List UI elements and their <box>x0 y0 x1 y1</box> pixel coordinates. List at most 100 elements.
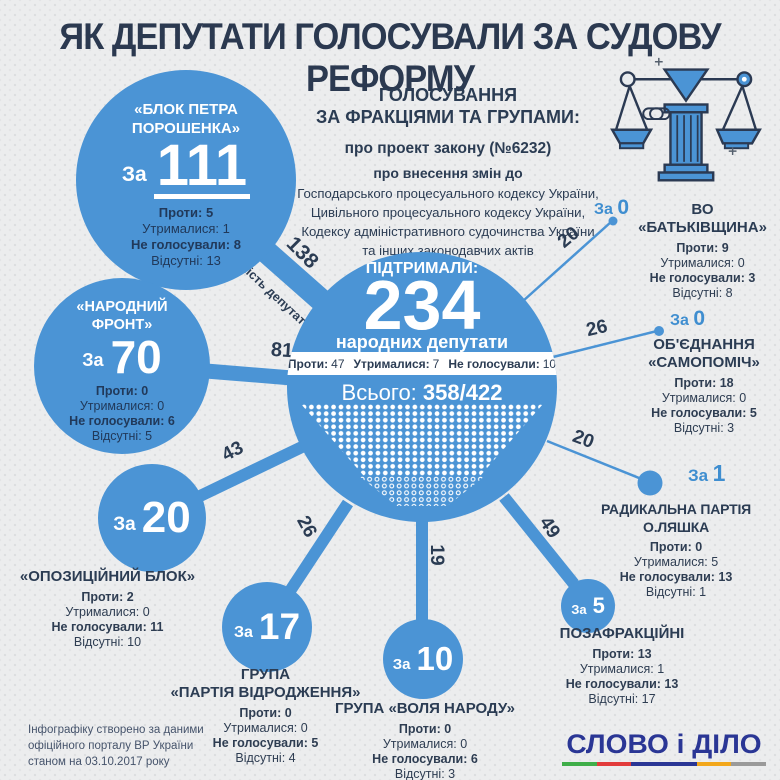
za-tag-batkivshchyna: За 0 <box>594 196 630 219</box>
stat-not-voted: Не голосували: 13 <box>619 570 733 584</box>
stat-not-voted: Не голосували: 6 <box>372 752 478 766</box>
line-members-volya: 19 <box>426 544 447 566</box>
faction-name: ОБ'ЄДНАННЯ «САМОПОМІЧ» <box>648 336 760 371</box>
stat-absent: Відсутні: 13 <box>151 253 221 268</box>
stat-absent: Відсутні: 4 <box>235 751 296 765</box>
bubble-vidrodzhennia: За 17 <box>222 582 312 672</box>
faction-block-vidrodzhennia: ГРУПА «ПАРТІЯ ВІДРОДЖЕННЯ» Проти: 0 Утри… <box>158 666 373 766</box>
stat-absent: Відсутні: 10 <box>73 635 142 649</box>
faction-name: РАДИКАЛЬНА ПАРТІЯ О.ЛЯШКА <box>600 501 752 535</box>
scales-of-justice-icon <box>610 57 762 182</box>
faction-stats: Проти: 18 Утрималися: 0 Не голосували: 5… <box>628 376 780 436</box>
stat-against: Проти: 0 <box>398 722 452 736</box>
faction-stats: Проти: 13 Утрималися: 1 Не голосували: 1… <box>537 647 707 707</box>
total-value: 358/422 <box>422 380 503 405</box>
stat-not-voted: Не голосували: 13 <box>565 677 679 691</box>
supported-label: ПІДТРИМАЛИ: <box>365 260 479 277</box>
faction-name: «ОПОЗИЦІЙНИЙ БЛОК» <box>19 568 196 585</box>
stat-against: Проти: 2 <box>81 590 134 604</box>
stat-not-voted: Не голосували: 5 <box>212 736 319 750</box>
intro-heading: ГОЛОСУВАННЯ ЗА ФРАКЦІЯМИ ТА ГРУПАМИ: <box>316 85 580 127</box>
stat-against: Проти: 9 <box>676 241 729 255</box>
line-members-samopomich: 26 <box>584 315 610 342</box>
page-title: ЯК ДЕПУТАТИ ГОЛОСУВАЛИ ЗА СУДОВУ РЕФОРМУ <box>59 16 721 99</box>
stat-against: Проти: 0 <box>649 540 703 554</box>
za-votes: За 111 <box>76 137 296 199</box>
center-abstained-value: 7 <box>432 356 440 371</box>
total-line: Всього: 358/422 <box>287 380 557 406</box>
faction-block-volya: ГРУПА «ВОЛЯ НАРОДУ» Проти: 0 Утрималися:… <box>330 700 520 780</box>
stat-abstained: Утрималися: 0 <box>661 391 747 405</box>
faction-stats: Проти: 9 Утрималися: 0 Не голосували: 3 … <box>625 241 780 301</box>
intro-block: ГОЛОСУВАННЯ ЗА ФРАКЦІЯМИ ТА ГРУПАМИ: про… <box>295 84 601 260</box>
faction-block-samopomich: ОБ'ЄДНАННЯ «САМОПОМІЧ» Проти: 18 Утримал… <box>628 336 780 436</box>
batkivshchyna-endpoint-dot <box>608 216 618 226</box>
bubble-pozafraktsiini: За 5 <box>561 579 615 633</box>
stat-absent: Відсутні: 3 <box>673 421 735 435</box>
stat-not-voted: Не голосували: 8 <box>131 237 241 252</box>
stat-abstained: Утрималися: 0 <box>65 605 150 619</box>
supported-value: 234 <box>363 266 481 344</box>
stat-abstained: Утрималися: 0 <box>660 256 745 270</box>
stat-not-voted: Не голосували: 3 <box>649 271 756 285</box>
center-against-value: 47 <box>331 356 345 371</box>
stat-against: Проти: 18 <box>674 376 734 390</box>
radical-party-endpoint-dot <box>637 470 663 496</box>
bubble-total-supported: ПІДТРИМАЛИ: 234 народних депутати Проти:… <box>287 252 557 522</box>
stat-absent: Відсутні: 5 <box>91 429 153 443</box>
supported-unit: народних депутати <box>335 332 509 352</box>
stat-absent: Відсутні: 3 <box>394 767 456 780</box>
faction-block-radical: РАДИКАЛЬНА ПАРТІЯ О.ЛЯШКА Проти: 0 Утрим… <box>572 500 780 600</box>
center-against-label: Проти: <box>287 356 329 371</box>
faction-stats: Проти: 0 Утрималися: 0 Не голосували: 6 … <box>330 722 520 780</box>
stat-not-voted: Не голосували: 5 <box>651 406 757 420</box>
bill-amendment-line: про внесення змін до <box>373 165 523 181</box>
bill-reference: про проект закону (№6232) <box>344 140 552 157</box>
za-tag-radical: За 1 <box>688 460 726 486</box>
stat-absent: Відсутні: 1 <box>645 585 707 599</box>
faction-stats: Проти: 0 Утрималися: 0 Не голосували: 6 … <box>34 384 210 444</box>
stat-abstained: Утрималися: 0 <box>79 399 165 413</box>
samopomich-endpoint-dot <box>654 326 664 336</box>
faction-name: «БЛОК ПЕТРА ПОРОШЕНКА» <box>131 101 241 137</box>
source-credit: Інфографіку створено за даними офіційног… <box>28 724 204 768</box>
stat-absent: Відсутні: 17 <box>588 692 656 706</box>
bubble-volya: За 10 <box>383 619 463 699</box>
faction-stats: Проти: 2 Утрималися: 0 Не голосували: 11… <box>15 590 200 650</box>
stat-abstained: Утрималися: 1 <box>579 662 665 676</box>
faction-block-opoblok: «ОПОЗИЦІЙНИЙ БЛОК» Проти: 2 Утрималися: … <box>15 568 200 650</box>
center-not-voted-value: 10 <box>542 356 557 371</box>
stat-against: Проти: 5 <box>158 205 214 220</box>
bubble-nf: «НАРОДНИЙ ФРОНТ» За 70 Проти: 0 Утримали… <box>34 278 210 454</box>
za-tag-samopomich: За 0 <box>670 307 706 330</box>
stat-against: Проти: 0 <box>95 384 149 398</box>
faction-name: «НАРОДНИЙ ФРОНТ» <box>76 299 168 333</box>
stat-not-voted: Не голосували: 6 <box>69 414 175 428</box>
faction-name: ВО «БАТЬКІВЩИНА» <box>638 201 767 236</box>
faction-stats: Проти: 0 Утрималися: 5 Не голосували: 13… <box>572 540 780 600</box>
stat-abstained: Утрималися: 0 <box>382 737 468 751</box>
faction-stats: Проти: 0 Утрималися: 0 Не голосували: 5 … <box>158 706 373 766</box>
stat-against: Проти: 13 <box>592 647 652 661</box>
stat-absent: Відсутні: 8 <box>672 286 733 300</box>
faction-block-pozafraktsiini: ПОЗАФРАКЦІЙНІ Проти: 13 Утрималися: 1 Не… <box>537 625 707 707</box>
bubble-bpp: «БЛОК ПЕТРА ПОРОШЕНКА» За 111 Проти: 5 У… <box>76 70 296 290</box>
total-label: Всього: <box>341 380 417 405</box>
logo-color-bar <box>562 762 766 766</box>
stat-abstained: Утрималися: 0 <box>223 721 308 735</box>
deputies-dot-matrix-present <box>301 404 543 476</box>
center-abstained-label: Утрималися: <box>353 356 430 371</box>
deputies-dot-matrix-absent <box>359 476 485 506</box>
za-votes: За 70 <box>82 331 162 383</box>
stat-abstained: Утрималися: 5 <box>633 555 719 569</box>
slovo-i-dilo-logo: СЛОВО і ДІЛО <box>562 729 766 766</box>
bill-codes-list: Господарського процесуального кодексу Ук… <box>297 186 599 258</box>
bubble-opoblok: За 20 <box>98 464 206 572</box>
faction-name: ГРУПА «ВОЛЯ НАРОДУ» <box>335 700 515 717</box>
stat-not-voted: Не голосували: 11 <box>51 620 164 634</box>
faction-stats: Проти: 5 Утрималися: 1 Не голосували: 8 … <box>76 205 296 269</box>
faction-name: ГРУПА «ПАРТІЯ ВІДРОДЖЕННЯ» <box>170 666 361 701</box>
center-not-voted-label: Не голосували: <box>448 356 540 371</box>
